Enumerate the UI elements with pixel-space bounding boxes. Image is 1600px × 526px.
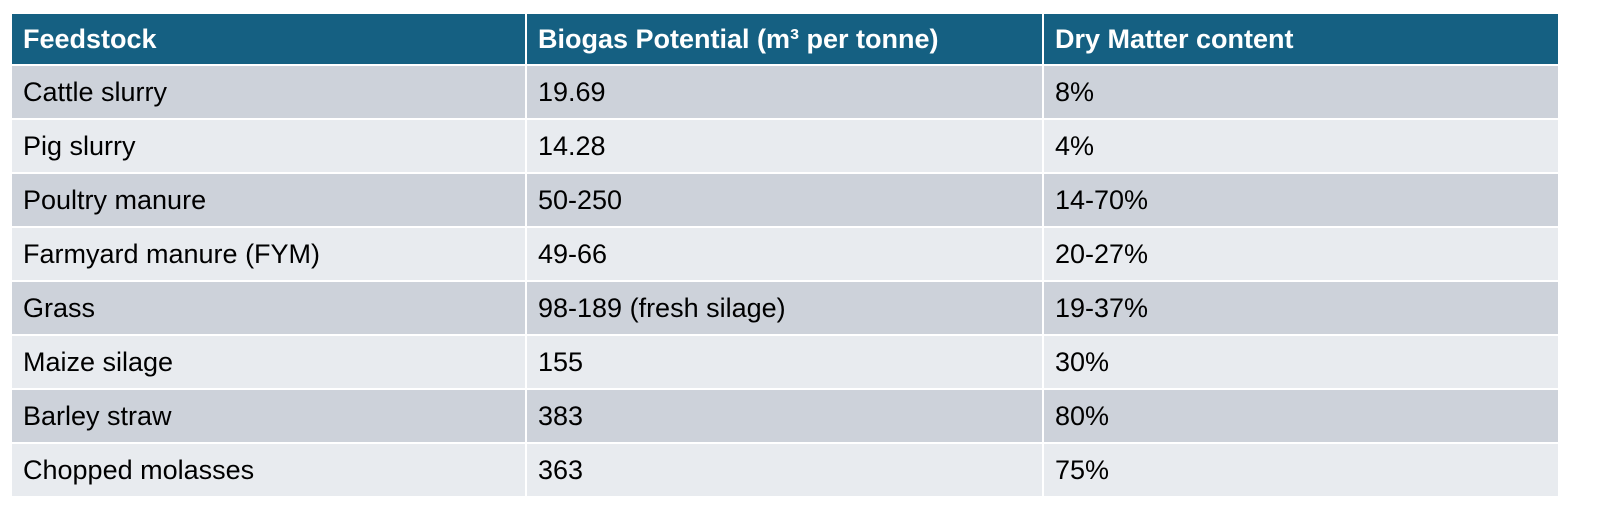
table-row: Chopped molasses 363 75% bbox=[10, 442, 1560, 498]
table-cell: 8% bbox=[1042, 64, 1560, 120]
table-cell: 19-37% bbox=[1042, 280, 1560, 336]
table-cell: Chopped molasses bbox=[10, 442, 527, 498]
table-cell: 383 bbox=[525, 388, 1044, 444]
table-cell: 14.28 bbox=[525, 118, 1044, 174]
table-cell: 20-27% bbox=[1042, 226, 1560, 282]
table-row: Poultry manure 50-250 14-70% bbox=[10, 172, 1560, 228]
table-row: Cattle slurry 19.69 8% bbox=[10, 64, 1560, 120]
table-row: Grass 98-189 (fresh silage) 19-37% bbox=[10, 280, 1560, 336]
table-cell: 14-70% bbox=[1042, 172, 1560, 228]
table-cell: Maize silage bbox=[10, 334, 527, 390]
table-row: Barley straw 383 80% bbox=[10, 388, 1560, 444]
table-body: Cattle slurry 19.69 8% Pig slurry 14.28 4% Pou… bbox=[10, 64, 1560, 498]
table-cell: 50-250 bbox=[525, 172, 1044, 228]
table-cell: 75% bbox=[1042, 442, 1560, 498]
table-cell: Pig slurry bbox=[10, 118, 527, 174]
table-cell: 80% bbox=[1042, 388, 1560, 444]
table-row: Pig slurry 14.28 4% bbox=[10, 118, 1560, 174]
table-cell: Cattle slurry bbox=[10, 64, 527, 120]
table-cell: 49-66 bbox=[525, 226, 1044, 282]
header-cell: Biogas Potential (m³ per tonne) bbox=[525, 12, 1044, 66]
table-cell: Poultry manure bbox=[10, 172, 527, 228]
table-cell: Grass bbox=[10, 280, 527, 336]
table-row: Maize silage 155 30% bbox=[10, 334, 1560, 390]
table-cell: Farmyard manure (FYM) bbox=[10, 226, 527, 282]
feedstock-table: Feedstock Biogas Potential (m³ per tonne)… bbox=[10, 12, 1560, 498]
table-cell: 155 bbox=[525, 334, 1044, 390]
table-cell: Barley straw bbox=[10, 388, 527, 444]
table-cell: 30% bbox=[1042, 334, 1560, 390]
table-container: Feedstock Biogas Potential (m³ per tonne)… bbox=[10, 12, 1560, 498]
table-head: Feedstock Biogas Potential (m³ per tonne)… bbox=[10, 12, 1560, 66]
header-row: Feedstock Biogas Potential (m³ per tonne)… bbox=[10, 12, 1560, 66]
table-cell: 19.69 bbox=[525, 64, 1044, 120]
table-row: Farmyard manure (FYM) 49-66 20-27% bbox=[10, 226, 1560, 282]
header-cell: Feedstock bbox=[10, 12, 527, 66]
table-cell: 363 bbox=[525, 442, 1044, 498]
header-cell: Dry Matter content bbox=[1042, 12, 1560, 66]
table-cell: 4% bbox=[1042, 118, 1560, 174]
table-cell: 98-189 (fresh silage) bbox=[525, 280, 1044, 336]
